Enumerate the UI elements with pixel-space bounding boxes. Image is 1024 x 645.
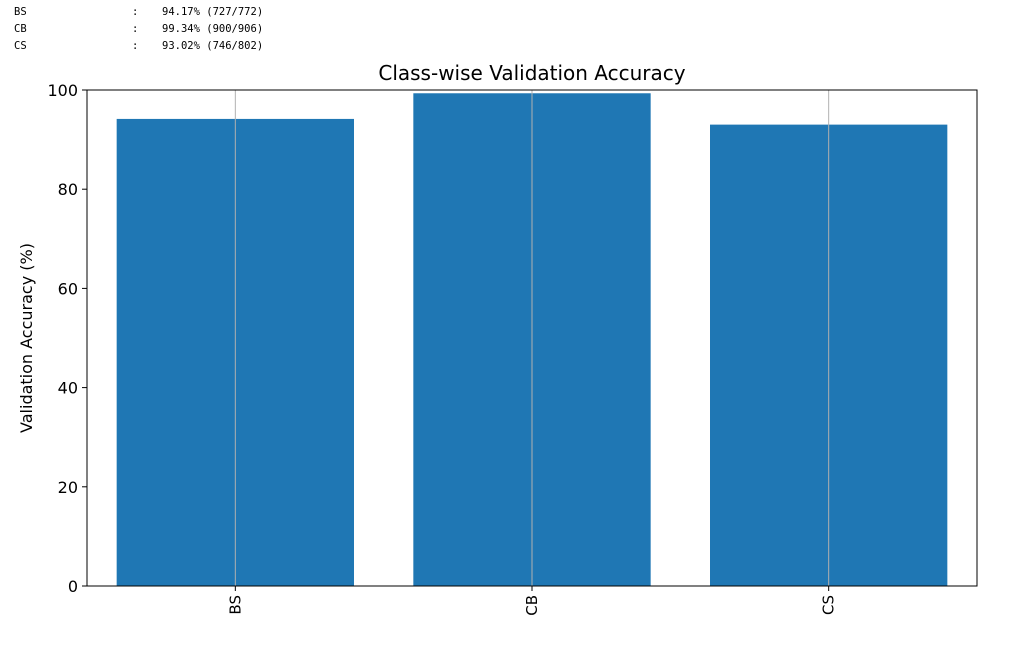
console-line-cs: CS: 93.02% (746/802) [14, 38, 263, 55]
console-accuracy-value: 99.34% (900/906) [162, 23, 264, 35]
y-tick-label: 20 [58, 478, 78, 497]
x-tick-label: CS [820, 595, 838, 615]
ticks-layer: BS CB CS 0 20 40 60 80 100 [47, 81, 837, 616]
chart-title: Class-wise Validation Accuracy [378, 61, 685, 85]
console-separator: : [132, 40, 139, 52]
y-tick-label: 0 [68, 577, 78, 596]
console-line-bs: BS: 94.17% (727/772) [14, 4, 263, 21]
console-accuracy-value: 94.17% (727/772) [162, 6, 264, 18]
y-tick-label: 40 [58, 379, 78, 398]
console-class-name: CB [14, 23, 27, 35]
console-output: BS:94.17% (727/772) CB:99.34% (900/906) … [14, 4, 263, 55]
console-class-name: CS [14, 40, 27, 52]
y-tick-label: 80 [58, 180, 78, 199]
x-tick-label: CB [523, 595, 541, 616]
y-tick-label: 60 [58, 279, 78, 298]
grid-layer [234, 90, 830, 586]
console-line-cb: CB: 99.34% (900/906) [14, 21, 263, 38]
console-separator: : [132, 6, 139, 18]
console-accuracy-value: 93.02% (746/802) [162, 40, 264, 52]
console-separator: : [132, 23, 139, 35]
y-axis-label: Validation Accuracy (%) [17, 243, 36, 433]
y-tick-label: 100 [47, 81, 78, 100]
console-class-name: BS [14, 6, 27, 18]
x-tick-label: BS [226, 595, 244, 615]
